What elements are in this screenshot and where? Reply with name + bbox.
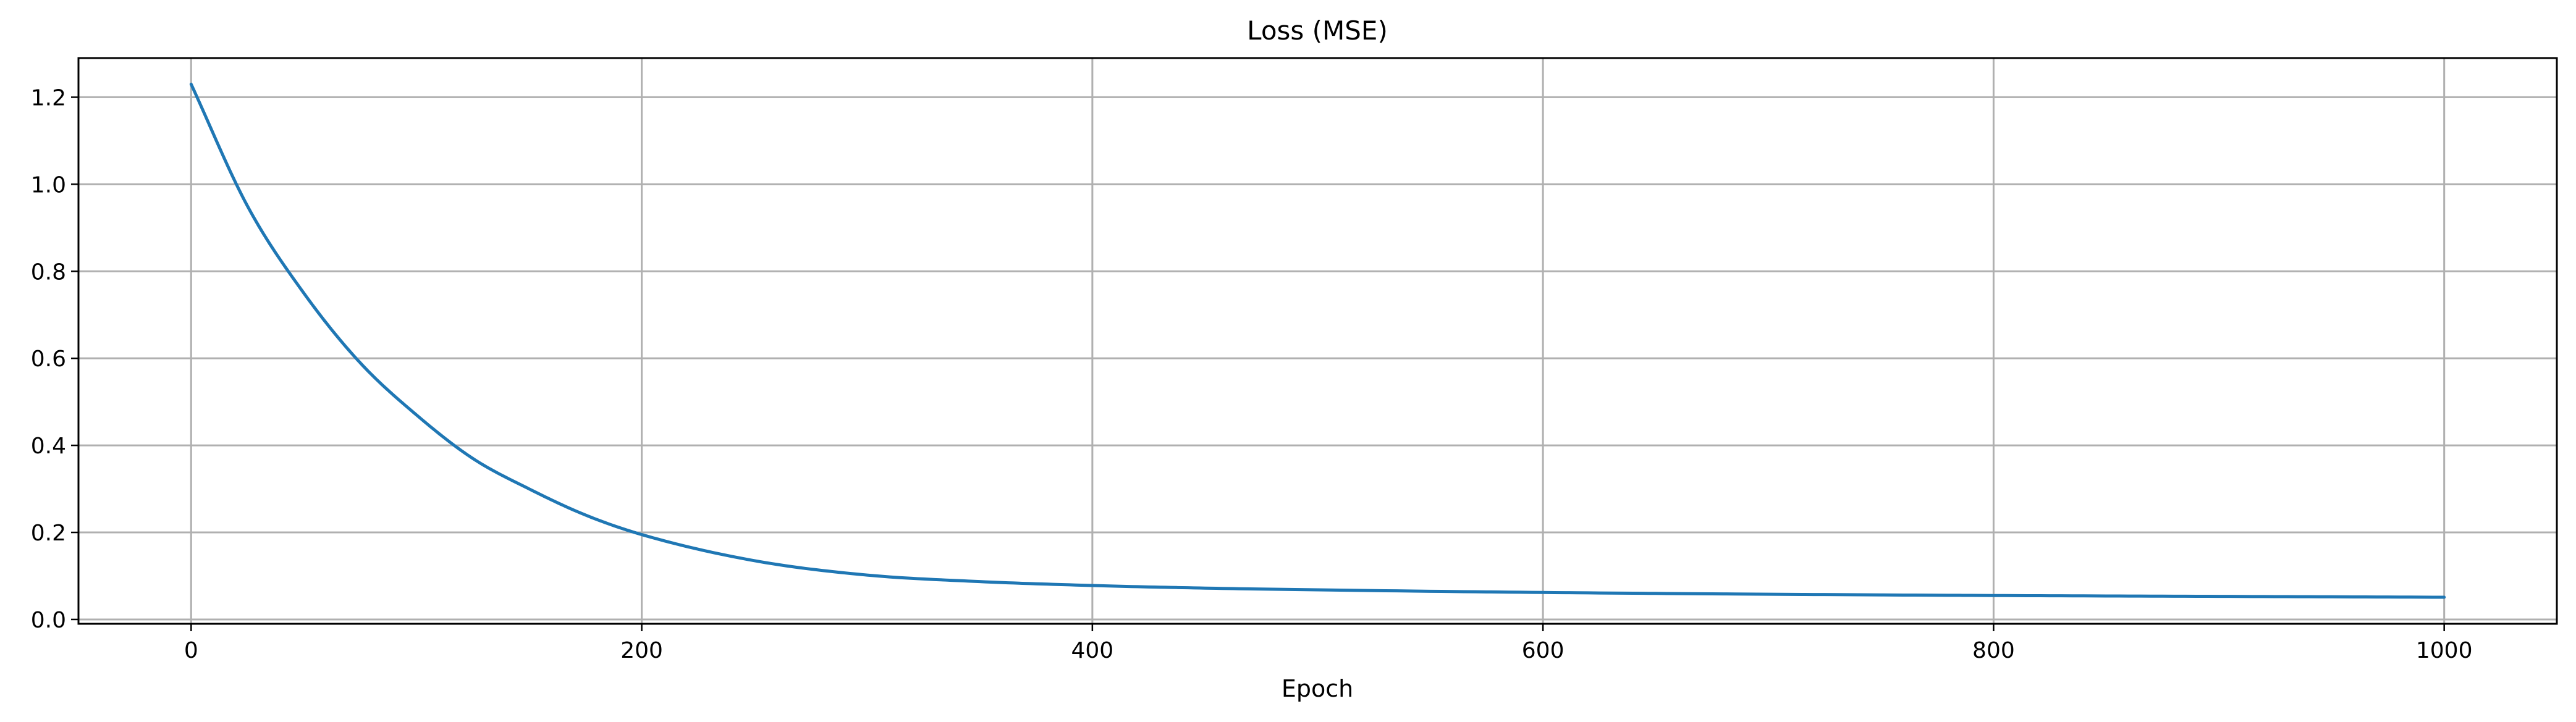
loss-series-line — [189, 82, 2446, 599]
y-tick-label: 1.0 — [31, 172, 66, 198]
y-tick-label: 0.6 — [31, 346, 66, 372]
y-tick-label: 0.4 — [31, 434, 66, 459]
series-group — [189, 82, 2446, 599]
x-axis-ticks: 0 200 400 600 800 1000 — [184, 624, 2473, 663]
chart-title: Loss (MSE) — [1247, 15, 1388, 46]
x-tick-label: 400 — [1071, 638, 1114, 663]
y-tick-label: 0.0 — [31, 608, 66, 633]
y-tick-label: 0.8 — [31, 259, 66, 285]
x-axis-label: Epoch — [1282, 675, 1353, 702]
grid-lines — [78, 58, 2557, 624]
y-tick-label: 1.2 — [31, 85, 66, 111]
plot-frame — [77, 57, 2558, 625]
x-tick-label: 800 — [1972, 638, 2015, 663]
x-tick-label: 1000 — [2416, 638, 2473, 663]
x-tick-label: 0 — [184, 638, 198, 663]
x-tick-label: 600 — [1522, 638, 1565, 663]
y-axis-ticks: 0.0 0.2 0.4 0.6 0.8 1.0 1.2 — [31, 85, 78, 633]
x-tick-label: 200 — [620, 638, 663, 663]
y-tick-label: 0.2 — [31, 521, 66, 546]
